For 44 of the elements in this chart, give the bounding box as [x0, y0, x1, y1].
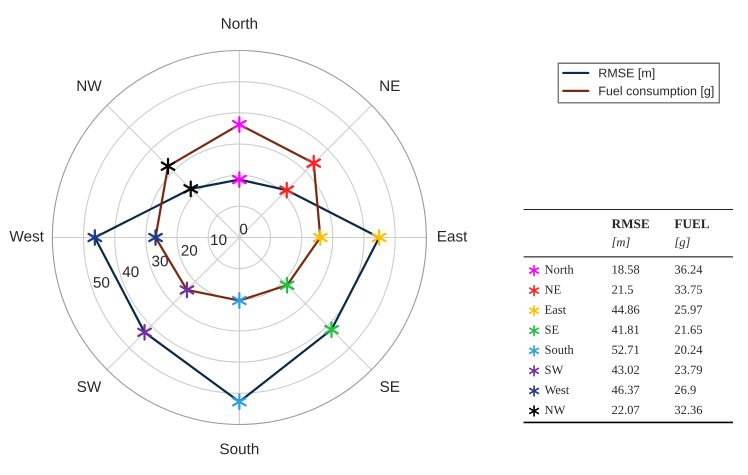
spoke-label: North: [222, 18, 258, 29]
category-label: SE: [545, 325, 559, 334]
text: 22.07: [612, 406, 640, 414]
text: 25.97: [674, 305, 702, 314]
y-tick-label: 10: [211, 234, 226, 246]
text: 18.58: [612, 265, 640, 274]
y-tick-label: 0: [240, 224, 248, 234]
category-label: NW: [544, 406, 566, 414]
category-label: NE: [544, 285, 561, 294]
text: 36.24: [674, 265, 702, 274]
text: 32.36: [674, 406, 702, 414]
spoke-label: East: [438, 230, 468, 242]
y-tick-label: 40: [122, 266, 139, 278]
y-tick-label: 20: [182, 244, 198, 256]
legend-label: RMSE [m]: [599, 68, 654, 80]
spoke-label: West: [9, 230, 44, 242]
text: 21.65: [674, 325, 702, 334]
spoke-label: South: [220, 443, 258, 454]
text: 52.71: [612, 346, 639, 354]
text: 23.79: [674, 366, 702, 374]
text: 33.75: [674, 285, 702, 294]
text: 21.5: [612, 285, 633, 294]
category-label: North: [544, 264, 574, 274]
category-label: SW: [545, 366, 564, 374]
spoke-label: NW: [77, 80, 102, 92]
text: 26.9: [674, 386, 696, 394]
text: 41.81: [612, 325, 639, 334]
text: 44.86: [612, 305, 640, 314]
y-tick-label: 30: [152, 256, 168, 266]
text: 46.37: [612, 386, 640, 394]
y-tick-label: 50: [94, 276, 110, 288]
category-label: East: [544, 306, 566, 314]
legend-label: Fuel consumption [g]: [599, 86, 714, 98]
spoke-label: NE: [380, 80, 400, 92]
text: RMSE: [612, 219, 650, 228]
text: 20.24: [674, 346, 702, 354]
text: [m]: [612, 238, 630, 248]
spoke-label: SE: [380, 381, 400, 392]
category-label: South: [545, 345, 574, 354]
text: [g]: [675, 238, 690, 249]
spoke-label: SW: [77, 381, 102, 392]
text: FUEL: [674, 219, 710, 228]
category-label: West: [544, 386, 570, 394]
text: 43.02: [612, 366, 639, 374]
